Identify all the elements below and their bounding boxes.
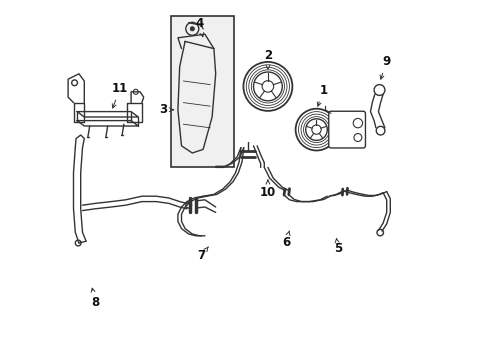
Circle shape bbox=[190, 27, 194, 31]
Text: 1: 1 bbox=[317, 84, 327, 106]
Text: 11: 11 bbox=[112, 82, 128, 108]
Text: 8: 8 bbox=[91, 288, 99, 309]
Text: 7: 7 bbox=[197, 247, 208, 262]
Text: 4: 4 bbox=[195, 17, 203, 37]
Bar bbox=[170, 16, 233, 167]
Text: 6: 6 bbox=[281, 231, 289, 249]
FancyBboxPatch shape bbox=[328, 111, 365, 148]
Text: 5: 5 bbox=[333, 239, 342, 255]
Text: 3: 3 bbox=[159, 103, 173, 116]
Text: 2: 2 bbox=[264, 49, 271, 69]
Text: 9: 9 bbox=[379, 55, 390, 79]
Text: 10: 10 bbox=[259, 180, 275, 199]
